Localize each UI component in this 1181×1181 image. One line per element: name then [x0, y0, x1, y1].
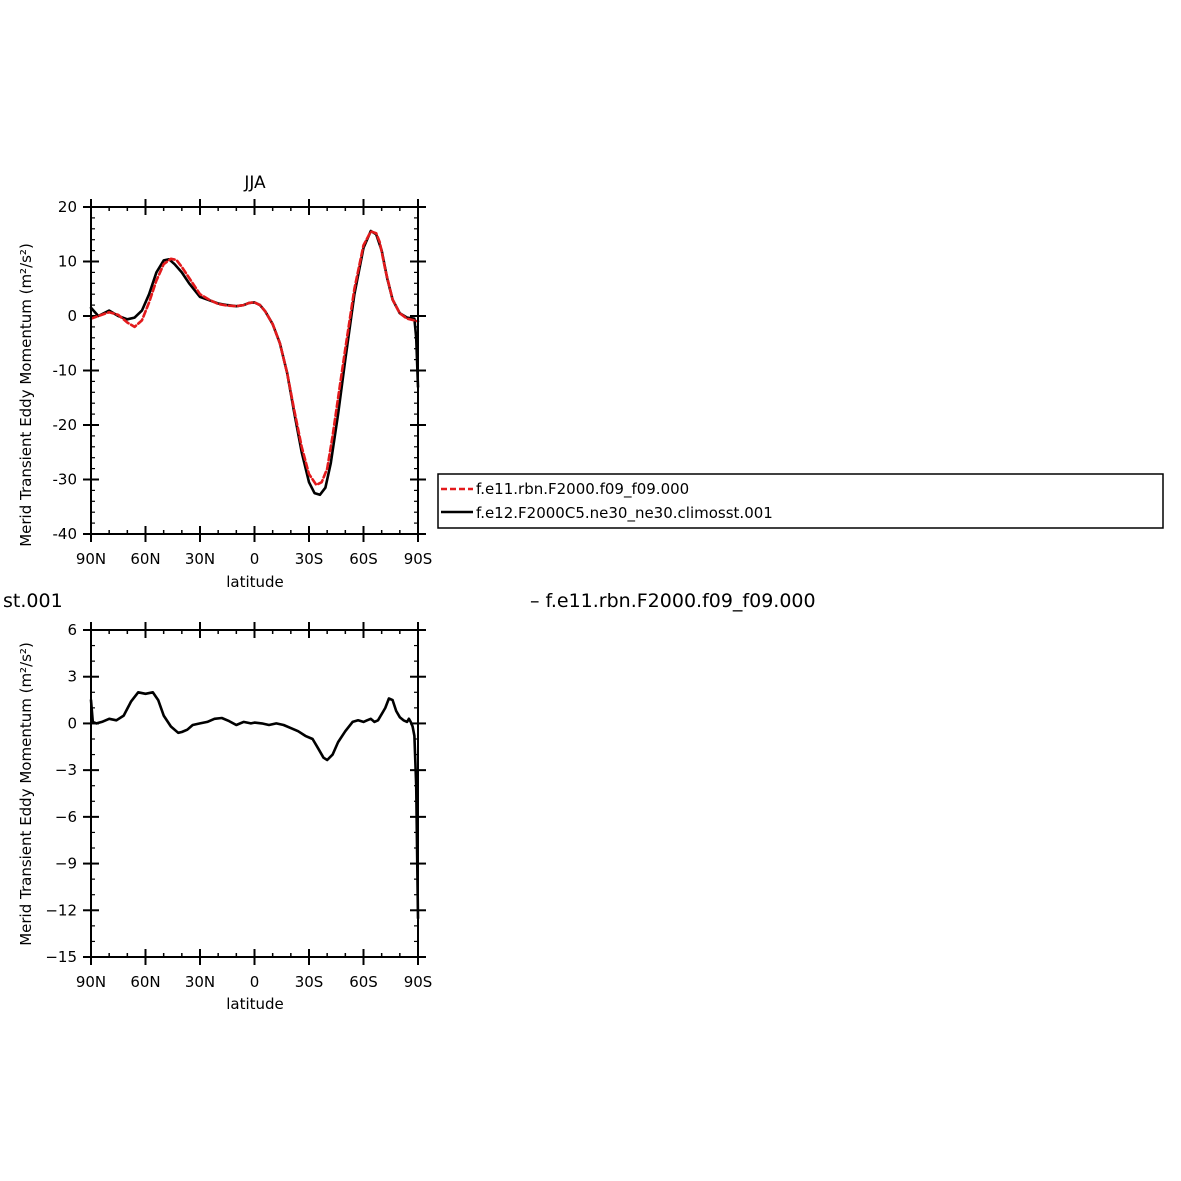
- x-tick-label: 0: [250, 550, 260, 568]
- bottom-x-tick-labels: 90N 60N 30N 0 30S 60S 90S: [76, 973, 432, 991]
- series-line: [89, 229, 420, 497]
- clipped-legend-fragment: st.001: [3, 590, 63, 612]
- bottom-panel: 6 3 0 −3 −6 −9 −12 −15 90N 60N 30N 0 30S 60S 90S lati…: [17, 621, 432, 1013]
- y-tick-label: 6: [67, 621, 77, 639]
- y-tick-label: 10: [58, 253, 77, 271]
- top-x-axis-label: latitude: [226, 573, 284, 591]
- y-tick-label: -40: [53, 525, 78, 543]
- x-tick-label: 90S: [404, 550, 433, 568]
- y-tick-label: −6: [55, 808, 77, 826]
- bottom-tick-marks: [83, 622, 426, 965]
- legend-box: [437, 473, 1164, 529]
- y-tick-label: -10: [53, 362, 78, 380]
- bottom-y-tick-labels: 6 3 0 −3 −6 −9 −12 −15: [45, 621, 77, 966]
- y-tick-label: 0: [67, 714, 77, 732]
- series-line: [89, 230, 420, 487]
- bottom-series-lines: [89, 690, 420, 920]
- x-tick-label: 90S: [404, 973, 433, 991]
- legend-entry-label: f.e11.rbn.F2000.f09_f09.000: [476, 480, 689, 499]
- bottom-y-axis-label: Merid Transient Eddy Momentum (m²/s²): [17, 642, 35, 946]
- x-tick-label: 90N: [76, 973, 106, 991]
- y-tick-label: −15: [45, 948, 77, 966]
- top-x-tick-labels: 90N 60N 30N 0 30S 60S 90S: [76, 550, 432, 568]
- x-tick-label: 30N: [185, 550, 215, 568]
- y-tick-label: 3: [67, 668, 77, 686]
- legend-entry-label: f.e12.F2000C5.ne30_ne30.climosst.001: [476, 504, 773, 523]
- floating-legend-fragment: – f.e11.rbn.F2000.f09_f09.000: [530, 590, 816, 612]
- y-tick-label: -30: [53, 471, 78, 489]
- y-tick-label: −9: [55, 855, 77, 873]
- top-tick-marks: [83, 199, 426, 542]
- bottom-x-axis-label: latitude: [226, 995, 284, 1013]
- top-y-tick-labels: 20 10 0 -10 -20 -30 -40: [53, 198, 78, 543]
- y-tick-label: 20: [58, 198, 77, 216]
- top-series-lines: [89, 229, 420, 497]
- y-tick-label: 0: [67, 307, 77, 325]
- x-tick-label: 60S: [349, 973, 378, 991]
- x-tick-label: 60S: [349, 550, 378, 568]
- top-plot-frame: [90, 206, 419, 535]
- y-tick-label: -20: [53, 416, 78, 434]
- bottom-plot-frame: [90, 629, 419, 958]
- top-y-axis-label: Merid Transient Eddy Momentum (m²/s²): [17, 243, 35, 547]
- x-tick-label: 90N: [76, 550, 106, 568]
- series-line: [89, 690, 420, 920]
- top-chart-title: JJA: [243, 173, 266, 193]
- x-tick-label: 30S: [295, 973, 324, 991]
- x-tick-label: 60N: [130, 973, 160, 991]
- y-tick-label: −3: [55, 761, 77, 779]
- x-tick-label: 60N: [130, 550, 160, 568]
- y-tick-label: −12: [45, 901, 77, 919]
- legend: f.e11.rbn.F2000.f09_f09.000 f.e12.F2000C…: [437, 473, 1164, 529]
- x-tick-label: 0: [250, 973, 260, 991]
- x-tick-label: 30N: [185, 973, 215, 991]
- x-tick-label: 30S: [295, 550, 324, 568]
